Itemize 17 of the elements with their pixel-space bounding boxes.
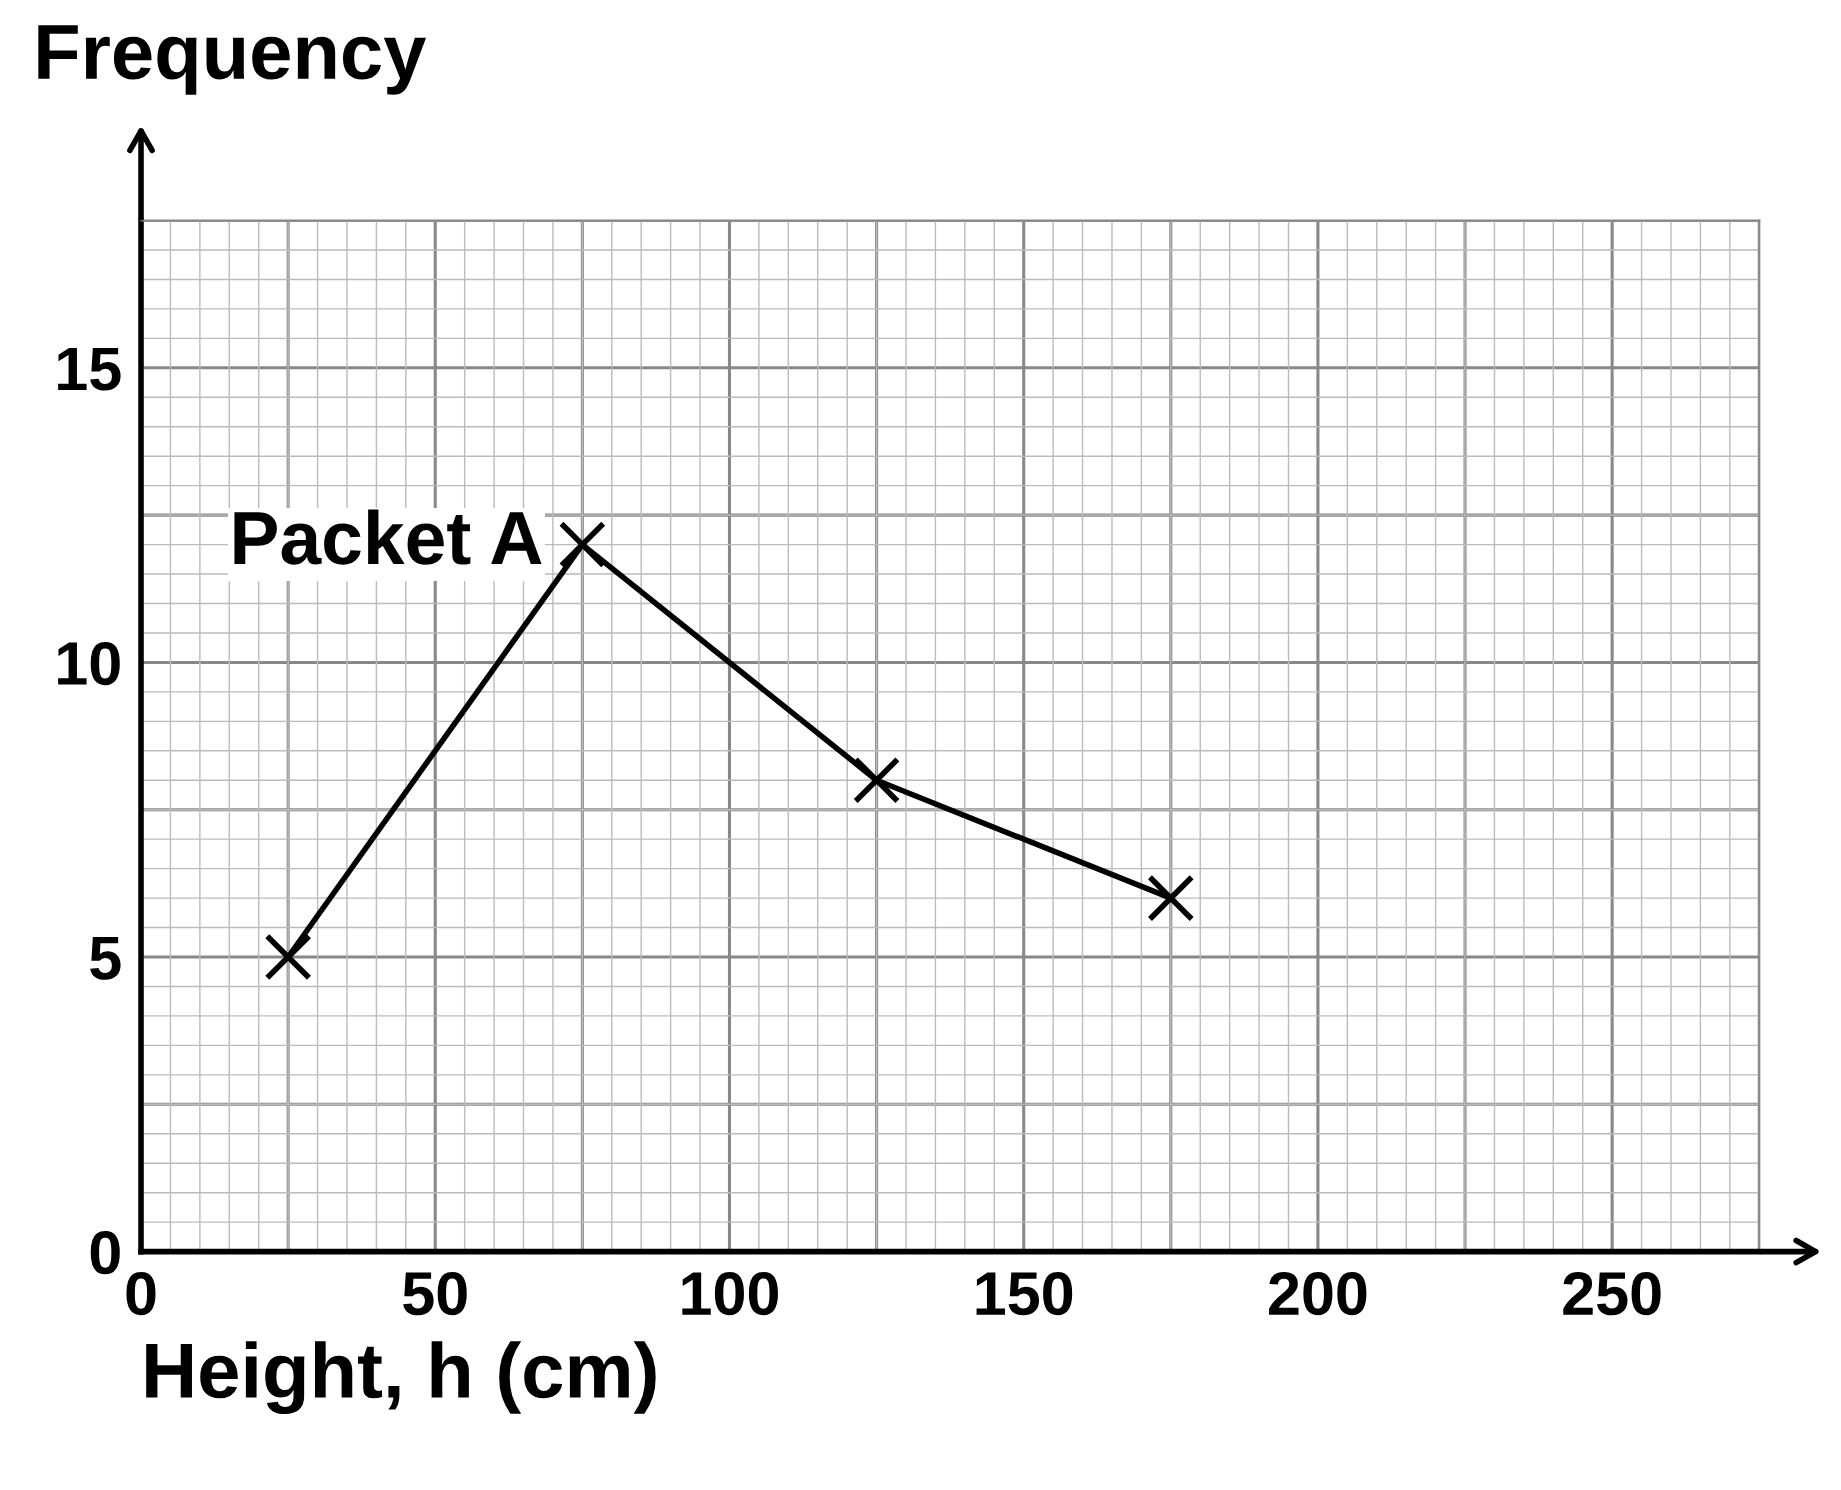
x-axis-title: Height, h (cm) xyxy=(146,1341,656,1415)
point xyxy=(1147,874,1195,922)
x-tick-label: 50 xyxy=(403,1271,467,1316)
y-tick-label: 15 xyxy=(58,347,121,391)
point xyxy=(264,933,312,981)
y-tick-label: 10 xyxy=(58,641,120,686)
y-tick-label: 0 xyxy=(90,1231,120,1275)
x-tick-label: 0 xyxy=(126,1271,156,1316)
series-label: Packet A xyxy=(234,509,542,565)
x-tick-label: 150 xyxy=(976,1271,1073,1316)
y-axis-title: Frequency xyxy=(38,25,427,95)
x-tick-label: 200 xyxy=(1269,1271,1367,1316)
x-tick-label: 250 xyxy=(1563,1271,1661,1316)
y-tick-label: 5 xyxy=(90,937,121,980)
point xyxy=(558,520,606,569)
x-tick-label: 100 xyxy=(682,1271,778,1316)
point xyxy=(852,756,901,804)
